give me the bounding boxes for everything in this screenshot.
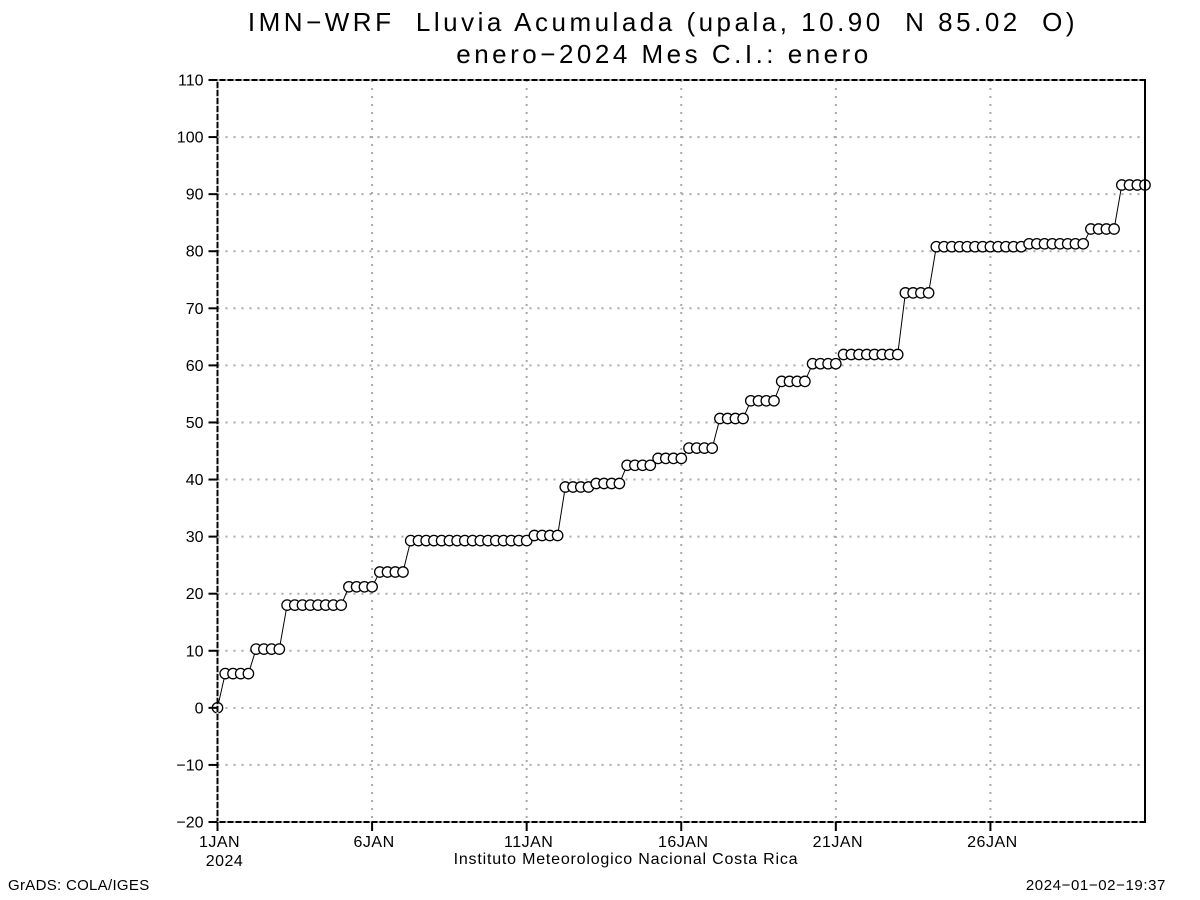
data-point-marker <box>242 667 255 680</box>
plot-title-line2: enero−2024 Mes C.I.: enero <box>456 39 872 69</box>
data-point-marker <box>768 394 780 407</box>
y-tick-labels: −20 −10 0 10 20 30 40 50 60 70 80 90 100 110 <box>176 73 203 832</box>
plot-title-line1: IMN−WRF Lluvia Acumulada (upala, 10.90 N… <box>247 7 1079 37</box>
data-point-marker <box>397 566 409 578</box>
x-tick-label: 21JAN <box>813 834 864 851</box>
x-tick-label: 1JAN <box>199 834 240 851</box>
creation-timestamp: 2024−01−02−19:37 <box>1025 877 1166 894</box>
y-tick-label: 90 <box>186 187 204 204</box>
y-tick-label: 100 <box>177 130 204 147</box>
grid-lines <box>217 80 1145 822</box>
data-point-marker <box>799 375 811 388</box>
y-tick-label: 60 <box>186 358 204 375</box>
data-point-marker <box>335 599 348 611</box>
x-tick-label: 26JAN <box>967 834 1018 851</box>
y-tick-label: 20 <box>186 586 204 603</box>
data-point-marker <box>1077 237 1090 250</box>
data-point-marker <box>922 287 935 299</box>
data-point-marker <box>551 529 564 542</box>
data-point-marker <box>829 357 842 370</box>
x-tick-label: 16JAN <box>658 834 709 851</box>
x-tick-labels: 1JAN 2024 6JAN 11JAN 16JAN 21JAN 26JAN <box>199 834 1018 870</box>
y-tick-label: 0 <box>195 700 204 717</box>
data-point-marker <box>273 643 286 655</box>
y-tick-label: 70 <box>186 301 204 318</box>
data-point-marker <box>644 459 657 472</box>
x-tick-year-label: 2024 <box>206 853 244 870</box>
y-tick-label: 80 <box>186 244 204 261</box>
y-tick-label: −10 <box>176 757 203 774</box>
x-tick-label: 6JAN <box>354 834 395 851</box>
y-tick-label: 40 <box>186 472 204 489</box>
data-point-marker <box>366 580 378 593</box>
data-point-marker <box>1108 223 1120 235</box>
y-tick-label: 110 <box>178 73 204 90</box>
x-tick-label: 11JAN <box>504 834 553 851</box>
y-tick-label: −20 <box>176 815 203 832</box>
y-tick-label: 30 <box>186 529 204 546</box>
data-point-marker <box>737 412 749 425</box>
x-axis-caption: Instituto Meteorologico Nacional Costa R… <box>453 851 799 868</box>
data-point-marker <box>613 477 626 490</box>
axis-ticks <box>208 79 992 831</box>
data-series <box>211 179 1151 714</box>
data-point-marker <box>891 348 904 361</box>
frame-edge-grid-dots <box>216 79 1145 823</box>
data-line <box>217 184 1145 708</box>
grads-credit: GrADS: COLA/IGES <box>8 877 150 894</box>
y-tick-label: 50 <box>186 415 204 432</box>
y-tick-label: 10 <box>186 643 204 660</box>
plot-frame <box>216 79 1146 823</box>
data-point-marker <box>675 452 688 465</box>
data-point-marker <box>706 442 719 454</box>
